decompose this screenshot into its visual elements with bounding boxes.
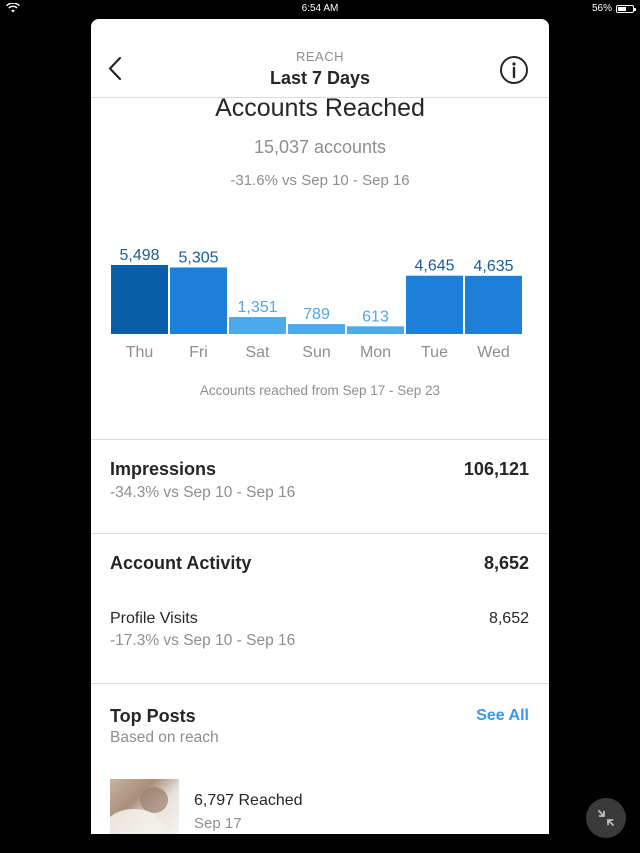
profile-visits-change: -17.3% vs Sep 10 - Sep 16 [110, 632, 296, 649]
bar-sat [229, 317, 286, 334]
account-activity-label: Account Activity [110, 553, 252, 573]
info-icon [500, 56, 528, 84]
divider [91, 533, 549, 534]
x-tick-label: Wed [477, 344, 510, 361]
bar-thu [111, 265, 168, 334]
wifi-icon [6, 2, 20, 16]
back-button[interactable] [105, 55, 127, 83]
post-thumbnail[interactable] [110, 779, 179, 834]
accounts-reached-title: Accounts Reached [215, 94, 425, 122]
bar-value-label: 613 [362, 308, 389, 325]
profile-visits-value: 8,652 [488, 610, 529, 627]
impressions-label: Impressions [110, 459, 217, 479]
top-posts-subtitle: Based on reach [110, 729, 219, 746]
x-tick-label: Sun [302, 344, 330, 361]
impressions-value: 106,121 [463, 459, 529, 479]
collapse-button[interactable] [586, 798, 626, 838]
divider [91, 683, 549, 684]
bar-value-label: 1,351 [237, 299, 277, 316]
collapse-arrows-icon [598, 810, 614, 826]
reach-sheet: REACH Last 7 Days Accounts Reached 15,03… [91, 19, 549, 834]
profile-visits-label: Profile Visits [110, 610, 198, 627]
post-date: Sep 17 [194, 815, 242, 832]
top-posts-label: Top Posts [110, 706, 196, 726]
header-title: Last 7 Days [269, 68, 371, 88]
see-all-link[interactable]: See All [476, 707, 529, 724]
bar-value-label: 5,498 [119, 247, 159, 264]
bar-fri [170, 267, 227, 334]
header: REACH Last 7 Days [91, 19, 549, 98]
bar-tue [406, 275, 463, 334]
bar-wed [465, 275, 522, 334]
x-tick-label: Tue [421, 344, 448, 361]
bar-mon [347, 326, 404, 334]
divider [91, 439, 549, 440]
battery-percent: 56% [591, 3, 612, 14]
status-bar: 6:54 AM 56% [0, 0, 640, 18]
chart-caption: Accounts reached from Sep 17 - Sep 23 [199, 383, 441, 398]
chevron-left-icon [108, 56, 122, 81]
thumbnail-shade [140, 787, 168, 813]
bar-value-label: 789 [303, 306, 330, 323]
bar-value-label: 4,645 [414, 258, 454, 275]
reach-bar-chart: 5,498 Thu 5,305 Fri 1,351 Sat 789 Sun 613 Mon 4,64… [111, 247, 522, 361]
battery-indicator: 56% [591, 3, 636, 14]
battery-fill [618, 6, 626, 11]
account-activity-value: 8,652 [483, 553, 529, 573]
battery-icon [616, 4, 636, 13]
impressions-change: -34.3% vs Sep 10 - Sep 16 [110, 484, 296, 501]
bar-value-label: 5,305 [178, 249, 218, 266]
accounts-count: 15,037 accounts [253, 137, 387, 157]
bar-sun [288, 324, 345, 334]
info-button[interactable] [499, 55, 529, 85]
status-time: 6:54 AM [301, 3, 339, 14]
bar-value-label: 4,635 [473, 258, 513, 275]
header-eyebrow: REACH [295, 49, 344, 64]
post-reached[interactable]: 6,797 Reached [194, 792, 303, 809]
x-tick-label: Thu [126, 344, 154, 361]
x-tick-label: Fri [189, 344, 208, 361]
reach-change: -31.6% vs Sep 10 - Sep 16 [230, 172, 410, 189]
x-tick-label: Sat [245, 344, 270, 361]
x-tick-label: Mon [360, 344, 391, 361]
